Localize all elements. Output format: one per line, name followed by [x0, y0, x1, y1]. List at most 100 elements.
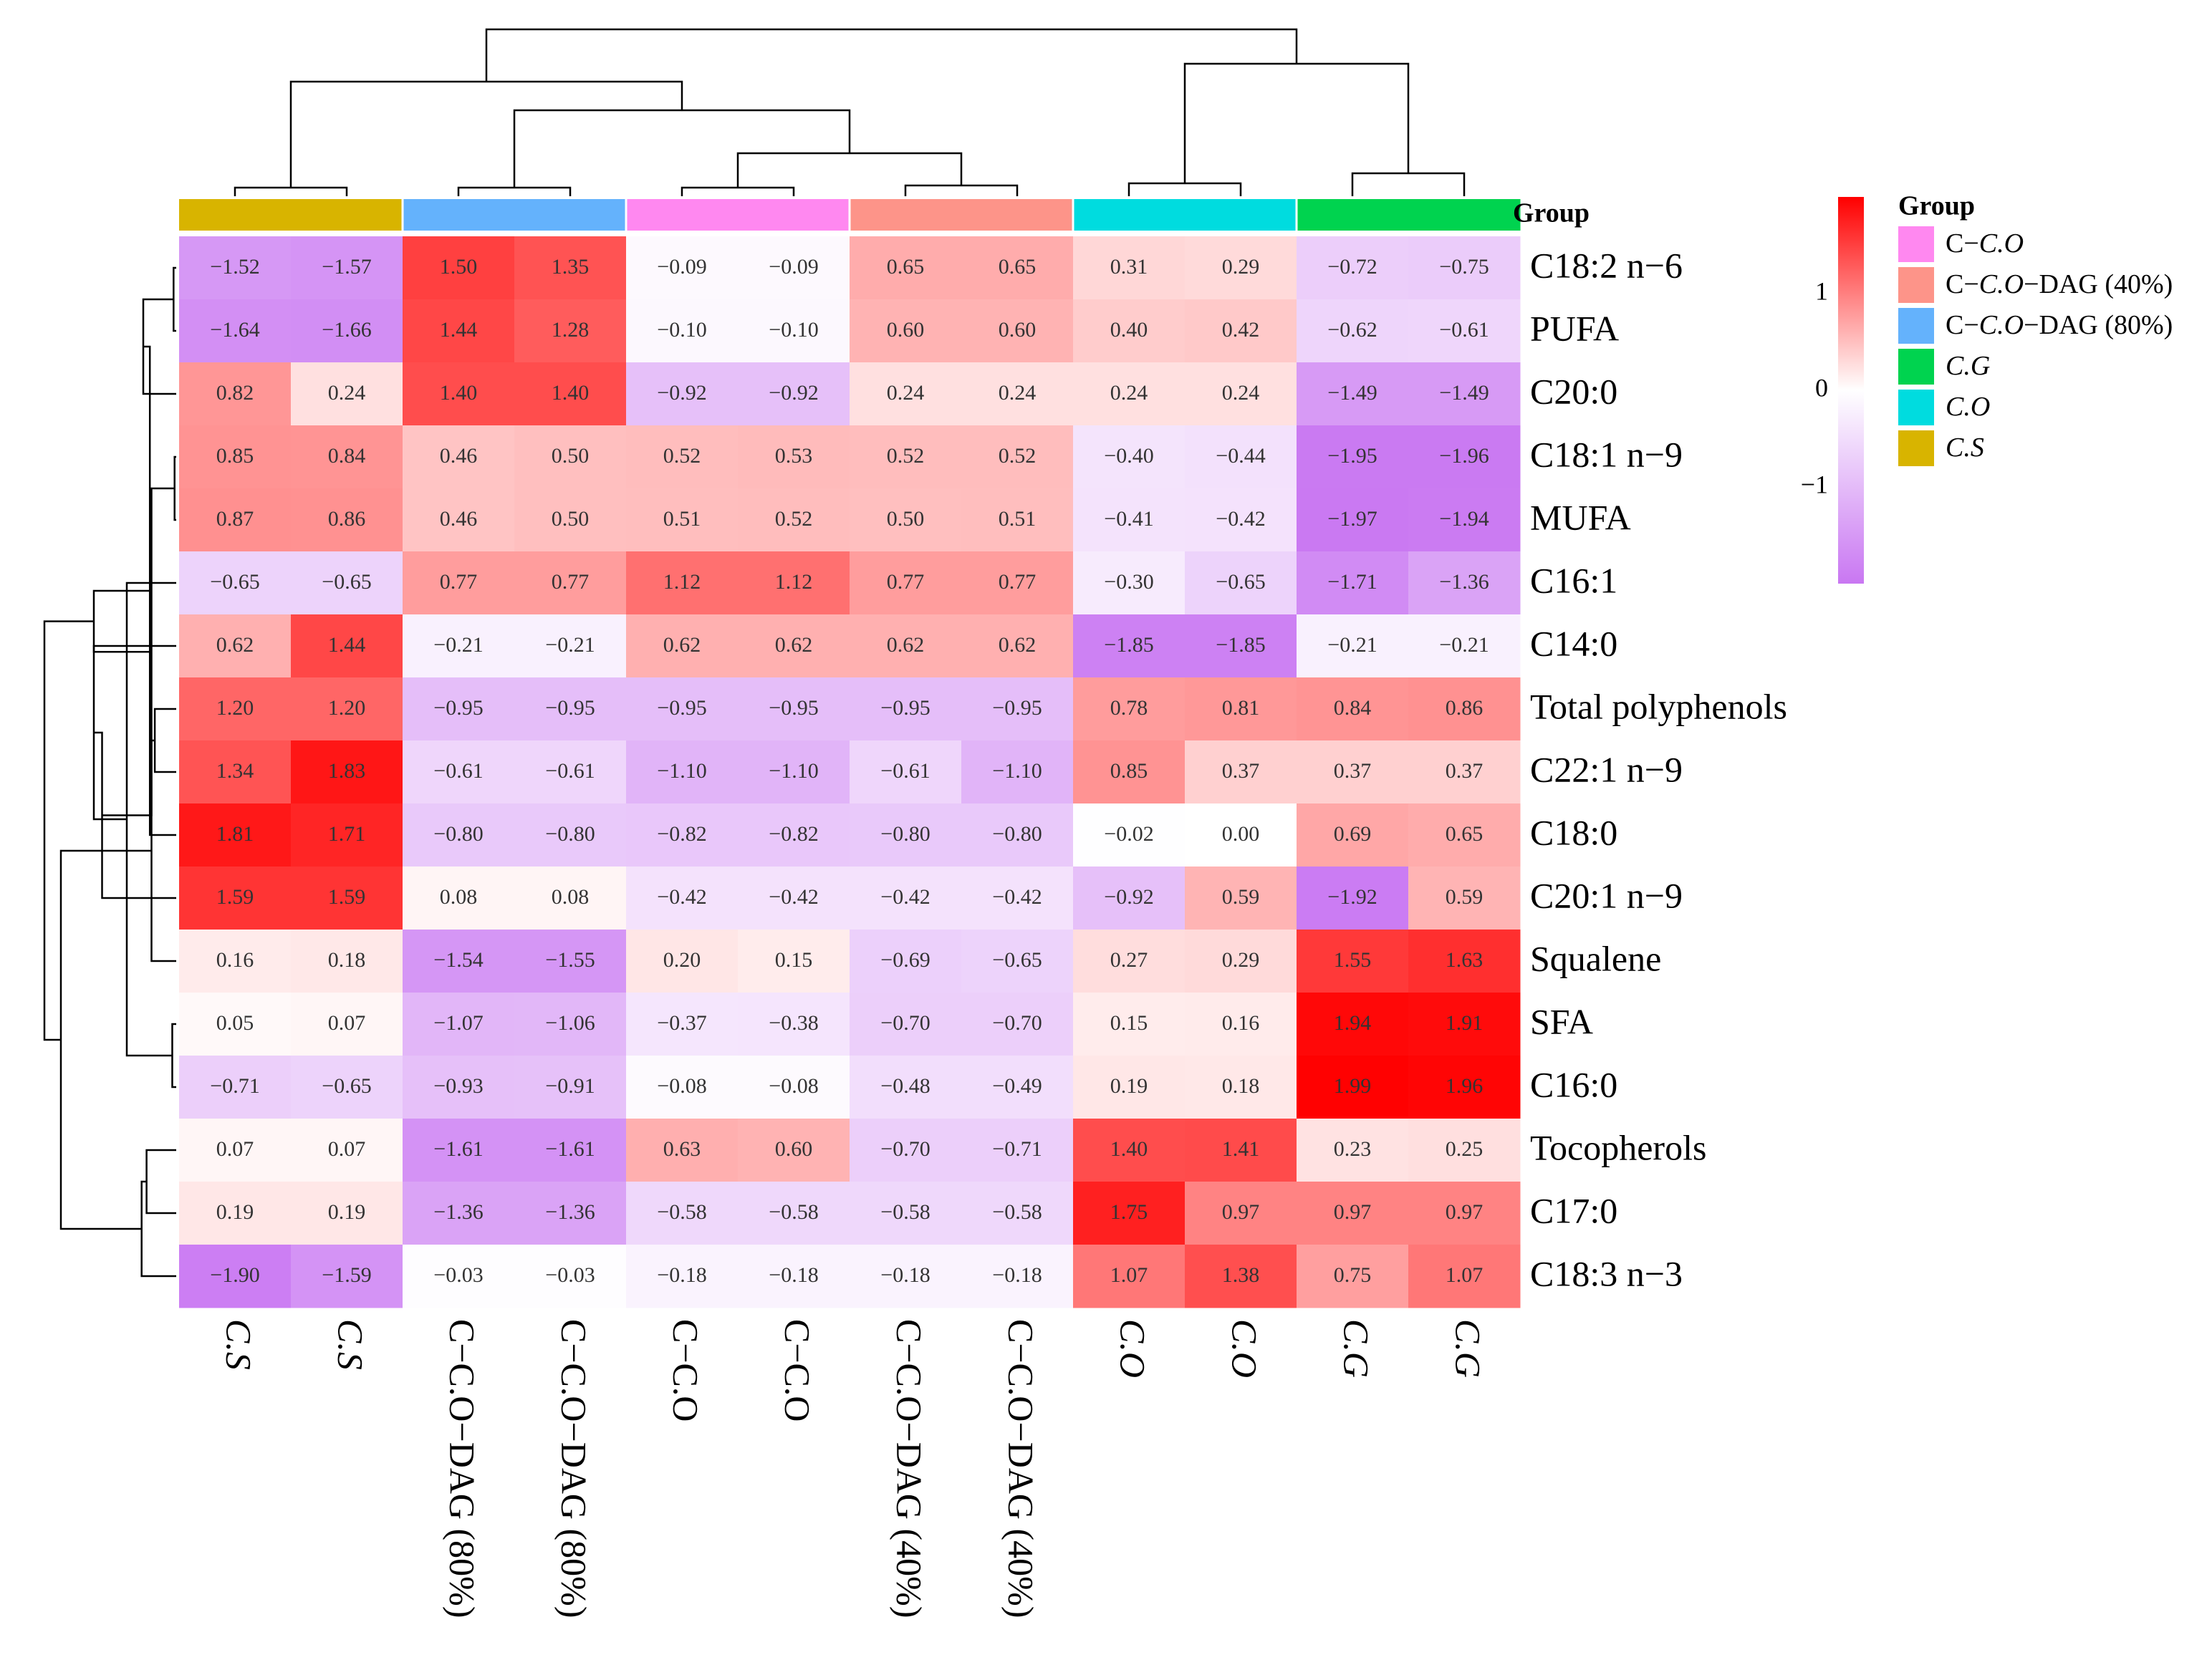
heatmap-cell	[1185, 299, 1297, 363]
heatmap-cell	[1073, 425, 1186, 489]
heatmap-cell	[1408, 1245, 1521, 1308]
cell-value-label: −1.55	[545, 948, 595, 972]
cell-value-label: 0.86	[328, 507, 366, 531]
cell-value-label: −1.85	[1104, 633, 1153, 657]
heatmap-cell	[1297, 1245, 1409, 1308]
heatmap-cell	[1408, 236, 1521, 300]
cell-value-label: 1.38	[1222, 1263, 1260, 1287]
cell-value-label: −1.96	[1439, 444, 1489, 468]
heatmap-cell	[626, 867, 739, 930]
cell-value-label: −0.75	[1439, 255, 1489, 279]
heatmap-cell	[1408, 614, 1521, 678]
cell-value-label: 0.24	[328, 381, 366, 405]
heatmap-cell	[514, 677, 627, 741]
cell-value-label: 0.78	[1110, 696, 1148, 720]
heatmap-cell	[1185, 488, 1297, 552]
cell-value-label: −0.58	[992, 1200, 1042, 1224]
heatmap-cell	[291, 236, 403, 300]
cell-value-label: 0.97	[1334, 1200, 1372, 1224]
heatmap-cell	[626, 551, 739, 615]
row-label: C18:0	[1530, 812, 1617, 852]
cell-value-label: −0.65	[210, 570, 259, 594]
cell-value-label: −0.21	[1327, 633, 1377, 657]
color-scale-tick: −1	[1801, 470, 1828, 498]
heatmap-cell	[514, 740, 627, 804]
heatmap-cell	[291, 1119, 403, 1182]
heatmap-cell	[403, 614, 515, 678]
cell-value-label: −1.36	[433, 1200, 483, 1224]
cell-value-label: −0.58	[880, 1200, 930, 1224]
cell-value-label: −0.93	[433, 1074, 483, 1098]
cell-value-label: 0.23	[1334, 1137, 1372, 1161]
heatmap-cell	[626, 1245, 739, 1308]
cell-value-label: −1.49	[1327, 381, 1377, 405]
cell-value-label: −0.69	[880, 948, 930, 972]
row-label: SFA	[1530, 1001, 1593, 1041]
heatmap-cell	[291, 299, 403, 363]
column-label: C−C.O	[778, 1319, 818, 1422]
heatmap-cell	[1297, 803, 1409, 867]
cell-value-label: 1.12	[663, 570, 701, 594]
heatmap-cell	[403, 740, 515, 804]
dendrogram-branch	[1183, 62, 1410, 183]
cell-value-label: 0.25	[1446, 1137, 1484, 1161]
heatmap-cell	[1073, 1245, 1186, 1308]
heatmap-cell	[1185, 236, 1297, 300]
cell-value-label: 1.20	[216, 696, 254, 720]
heatmap-cell	[626, 803, 739, 867]
cell-value-label: 0.62	[663, 633, 701, 657]
heatmap-cell	[1408, 299, 1521, 363]
heatmap-cell	[291, 1056, 403, 1119]
cell-value-label: −0.65	[322, 570, 371, 594]
cell-value-label: 0.05	[216, 1011, 254, 1035]
heatmap-cell	[850, 803, 962, 867]
heatmap-cell	[291, 551, 403, 615]
row-label: PUFA	[1530, 308, 1619, 348]
cell-value-label: −1.71	[1327, 570, 1377, 594]
group-annotation-track	[179, 198, 1521, 232]
heatmap-cell	[626, 677, 739, 741]
dendrogram-branch	[145, 1149, 176, 1215]
cell-value-label: 1.81	[216, 822, 254, 846]
heatmap-cell	[961, 1119, 1074, 1182]
heatmap-cell	[514, 362, 627, 426]
heatmap-cell	[961, 1245, 1074, 1308]
heatmap-cell	[626, 993, 739, 1056]
cell-value-label: 0.19	[1110, 1074, 1148, 1098]
heatmap-cell	[626, 930, 739, 993]
cell-value-label: −0.82	[657, 822, 706, 846]
cell-value-label: −0.72	[1327, 255, 1377, 279]
cell-value-label: −1.52	[210, 255, 259, 279]
heatmap-cell	[1073, 1056, 1186, 1119]
cell-value-label: −1.95	[1327, 444, 1377, 468]
dendrogram-branch	[1351, 172, 1466, 196]
dendrogram-branch	[43, 620, 94, 1041]
heatmap-cell	[403, 299, 515, 363]
heatmap-cell	[291, 425, 403, 489]
heatmap-cell	[179, 236, 292, 300]
heatmap-cell	[179, 677, 292, 741]
heatmap-cell	[1408, 993, 1521, 1056]
heatmap-cell	[291, 740, 403, 804]
cell-value-label: 0.82	[216, 381, 254, 405]
dendrogram-branch	[289, 80, 683, 188]
group-legend-swatch	[1898, 308, 1934, 344]
heatmap-cell	[403, 236, 515, 300]
cell-value-label: 0.24	[887, 381, 925, 405]
heatmap-cell	[738, 867, 850, 930]
column-label: C−C.O−DAG (40%)	[1001, 1319, 1042, 1618]
heatmap-cell	[514, 930, 627, 993]
row-label: C14:0	[1530, 623, 1617, 663]
heatmap-cell	[850, 740, 962, 804]
heatmap-cell	[1408, 362, 1521, 426]
cell-value-label: −0.95	[433, 696, 483, 720]
cell-value-label: −0.41	[1104, 507, 1153, 531]
cell-value-label: −1.57	[322, 255, 371, 279]
column-label: C−C.O−DAG (40%)	[890, 1319, 930, 1618]
heatmap-cell	[1297, 299, 1409, 363]
cell-value-label: 1.99	[1334, 1074, 1372, 1098]
heatmap-cell	[1185, 425, 1297, 489]
dendrogram-branch	[153, 708, 176, 773]
cell-value-label: 0.62	[775, 633, 813, 657]
